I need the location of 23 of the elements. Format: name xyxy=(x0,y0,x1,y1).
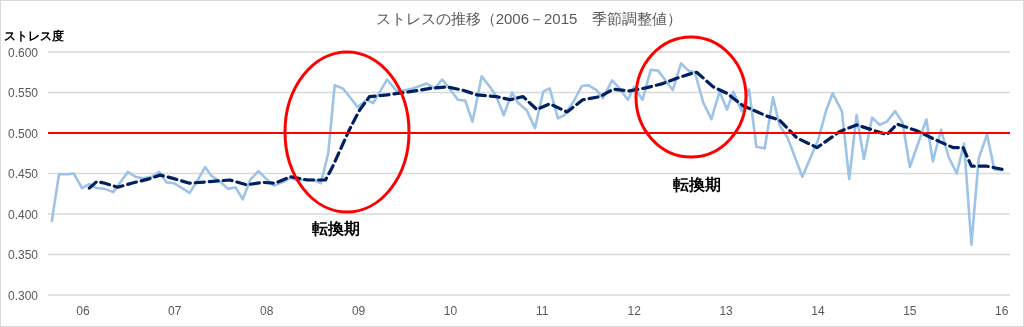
line-series xyxy=(50,62,1004,247)
x-tick-label: 12 xyxy=(627,304,642,318)
y-tick-label: 0.450 xyxy=(7,167,39,181)
x-tick-label: 13 xyxy=(719,304,734,318)
x-tick-label: 11 xyxy=(536,304,549,318)
x-tick-label: 09 xyxy=(351,304,366,318)
x-tick-label: 16 xyxy=(995,304,1009,318)
y-tick-label: 0.350 xyxy=(7,248,39,262)
annotation: 転換期 xyxy=(312,220,360,237)
annotation: 転換期 xyxy=(673,176,721,193)
y-tick-label: 0.600 xyxy=(7,45,39,60)
x-tick-label: 08 xyxy=(260,304,274,318)
x-tick-label: 06 xyxy=(76,304,90,318)
x-tick-label: 07 xyxy=(168,304,182,318)
y-tick-label: 0.500 xyxy=(7,126,39,141)
y-tick-label: 0.300 xyxy=(7,288,39,303)
y-axis-title: ストレス度 xyxy=(4,29,64,43)
x-tick-label: 10 xyxy=(443,304,458,318)
chart-title: ストレスの推移（2006－2015 季節調整値） xyxy=(375,10,683,27)
x-tick-label: 14 xyxy=(811,304,825,318)
y-tick-label: 0.400 xyxy=(7,207,39,222)
x-tick-label: 15 xyxy=(903,304,917,318)
y-tick-label: 0.550 xyxy=(7,86,39,100)
